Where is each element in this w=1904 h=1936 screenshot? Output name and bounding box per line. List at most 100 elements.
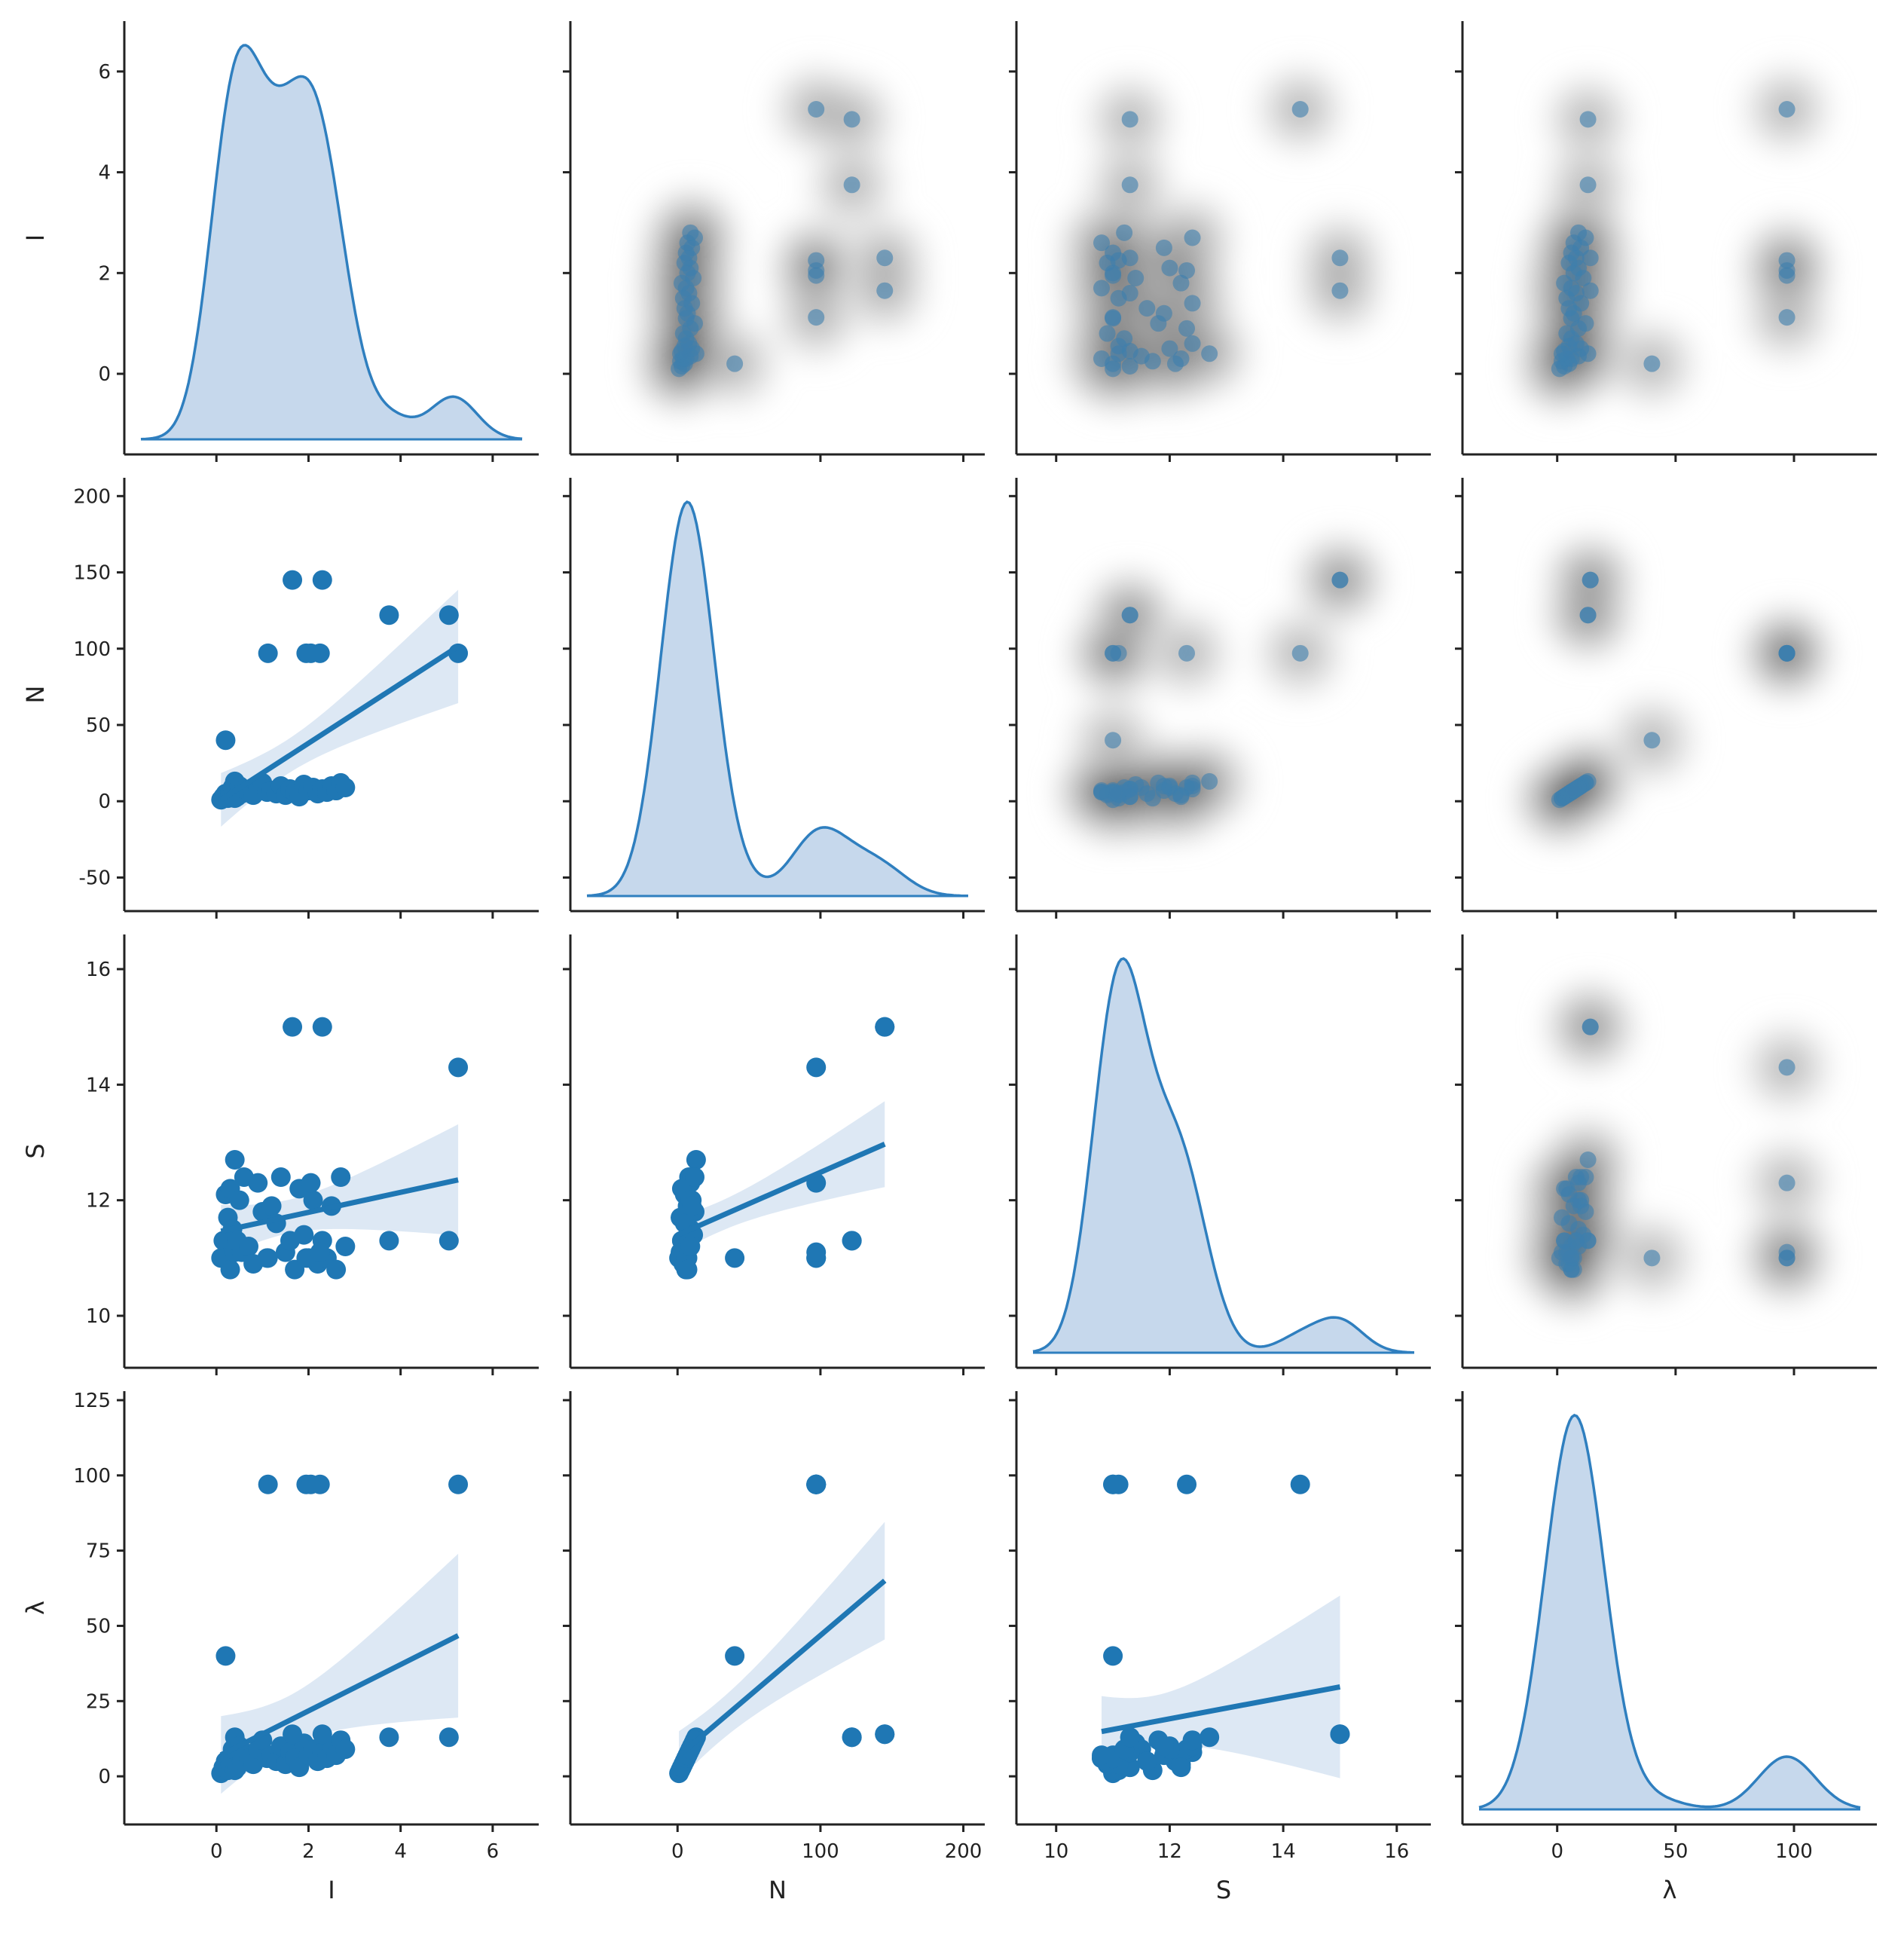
scatter-point: [261, 1196, 282, 1216]
scatter-point: [1556, 1180, 1573, 1197]
scatter-point: [1331, 249, 1349, 267]
regression-line: [219, 644, 460, 803]
scatter-point: [1178, 320, 1196, 337]
scatter-point: [1110, 644, 1127, 662]
scatter-point: [725, 1248, 745, 1268]
scatter-point: [843, 111, 860, 128]
scatter-point: [1184, 295, 1201, 312]
regression-line: [677, 1578, 887, 1758]
scatter-point: [448, 1057, 469, 1078]
scatter-point: [1121, 357, 1138, 375]
scatter-point: [726, 355, 744, 372]
x-axis-label-3: λ: [1663, 1876, 1677, 1904]
x-tick-label: 4: [394, 1840, 407, 1863]
scatter-point: [379, 605, 399, 625]
scatter-point: [1161, 340, 1178, 357]
y-tick-label: 75: [86, 1540, 111, 1563]
scatter-point: [301, 643, 321, 663]
scatter-point: [682, 1196, 702, 1216]
scatter-point: [1778, 1243, 1796, 1261]
x-tick-label: 10: [1044, 1840, 1068, 1863]
scatter-point: [326, 1259, 347, 1280]
scatter-point: [1291, 101, 1309, 118]
scatter-point: [225, 1150, 245, 1170]
scatter-point: [1200, 1727, 1220, 1748]
y-tick-label: 100: [73, 638, 111, 661]
y-tick-label: 0: [98, 1766, 111, 1788]
scatter-point: [876, 249, 894, 267]
scatter-point: [1105, 732, 1122, 749]
scatter-point: [1099, 325, 1116, 342]
y-axis-label-2: S: [21, 1143, 50, 1158]
y-tick-label: 12: [86, 1190, 111, 1213]
scatter-point: [1582, 571, 1599, 589]
scatter-point: [1121, 285, 1138, 302]
x-tick-label: 2: [302, 1840, 315, 1863]
scatter-point: [1177, 1474, 1197, 1494]
scatter-point: [220, 1259, 240, 1280]
scatter-point: [215, 730, 236, 751]
scatter-point: [1093, 280, 1111, 297]
y-axis-label-1: N: [21, 686, 50, 704]
x-axis-label-1: N: [769, 1876, 787, 1904]
scatter-point: [331, 1167, 351, 1187]
scatter-point: [806, 1474, 827, 1494]
x-axis-label-2: S: [1216, 1876, 1231, 1904]
scatter-point: [283, 1017, 303, 1037]
regression-line: [219, 1633, 460, 1757]
scatter-point: [842, 1231, 862, 1251]
scatter-point: [258, 643, 278, 663]
scatter-point: [1184, 335, 1201, 352]
scatter-point: [1121, 607, 1138, 624]
y-axis-label-3: λ: [21, 1601, 50, 1615]
scatter-point: [1778, 309, 1796, 326]
x-tick-label: 100: [1775, 1840, 1813, 1863]
y-tick-label: -50: [79, 867, 111, 889]
y-tick-label: 200: [73, 485, 111, 508]
scatter-point: [1093, 350, 1111, 367]
scatter-point: [843, 176, 860, 194]
scatter-point: [1184, 774, 1201, 791]
scatter-point: [1178, 261, 1196, 279]
scatter-point: [1110, 252, 1127, 269]
y-tick-label: 125: [73, 1390, 111, 1412]
scatter-point: [335, 778, 356, 798]
scatter-point: [1161, 259, 1178, 277]
scatter-point: [303, 1190, 323, 1210]
kde-fill-N: [587, 502, 968, 896]
scatter-point: [258, 1474, 278, 1494]
kde-fill-S: [1033, 959, 1414, 1353]
scatter-point: [1579, 1232, 1597, 1249]
y-tick-label: 16: [86, 959, 111, 981]
scatter-point: [1579, 607, 1597, 624]
x-tick-label: 16: [1384, 1840, 1409, 1863]
scatter-point: [1577, 315, 1594, 332]
scatter-point: [1560, 1215, 1578, 1232]
y-tick-label: 50: [86, 714, 111, 737]
scatter-point: [301, 1474, 321, 1494]
x-tick-label: 50: [1663, 1840, 1688, 1863]
scatter-point: [1093, 234, 1111, 252]
scatter-point: [1577, 1169, 1594, 1185]
y-tick-label: 25: [86, 1690, 111, 1713]
kde-fill-λ: [1479, 1415, 1860, 1809]
kde-curve-λ: [1478, 1414, 1861, 1809]
regression-confidence-band: [221, 1553, 459, 1794]
y-tick-label: 6: [98, 61, 111, 84]
scatter-point: [248, 1173, 268, 1193]
scatter-point: [1579, 176, 1597, 194]
scatter-point: [1116, 330, 1133, 347]
scatter-point: [258, 1248, 278, 1268]
scatter-point: [310, 1242, 330, 1262]
scatter-point: [1565, 1261, 1582, 1278]
scatter-point: [1182, 1730, 1203, 1751]
scatter-point: [682, 224, 699, 241]
scatter-point: [379, 1231, 399, 1251]
scatter-point: [1116, 779, 1133, 797]
scatter-point: [1570, 779, 1587, 797]
scatter-point: [239, 1237, 258, 1256]
scatter-point: [1103, 1646, 1123, 1666]
regression-confidence-band: [221, 589, 459, 827]
scatter-point: [1331, 571, 1349, 589]
